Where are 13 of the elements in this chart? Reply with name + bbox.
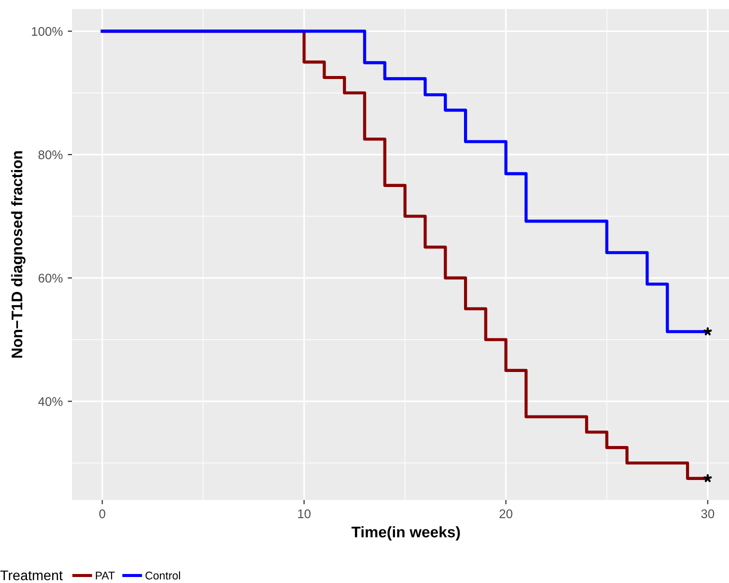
x-tick-label: 30 (701, 509, 714, 518)
legend-title: Treatment (0, 570, 63, 580)
legend-label: Control (146, 571, 180, 580)
y-tick-label: 60% (38, 274, 63, 283)
y-tick-label: 40% (38, 397, 63, 406)
x-tick-label: 10 (298, 509, 311, 518)
x-tick-label: 0 (99, 509, 106, 518)
y-axis-title: Non−T1D diagnosed fraction (11, 151, 26, 358)
x-tick-label: 20 (500, 509, 512, 518)
y-tick-label: 100% (32, 27, 63, 36)
legend-label: PAT (96, 572, 115, 580)
x-axis-title: Time(in weeks) (352, 526, 460, 540)
y-tick-label: 80% (38, 150, 63, 160)
